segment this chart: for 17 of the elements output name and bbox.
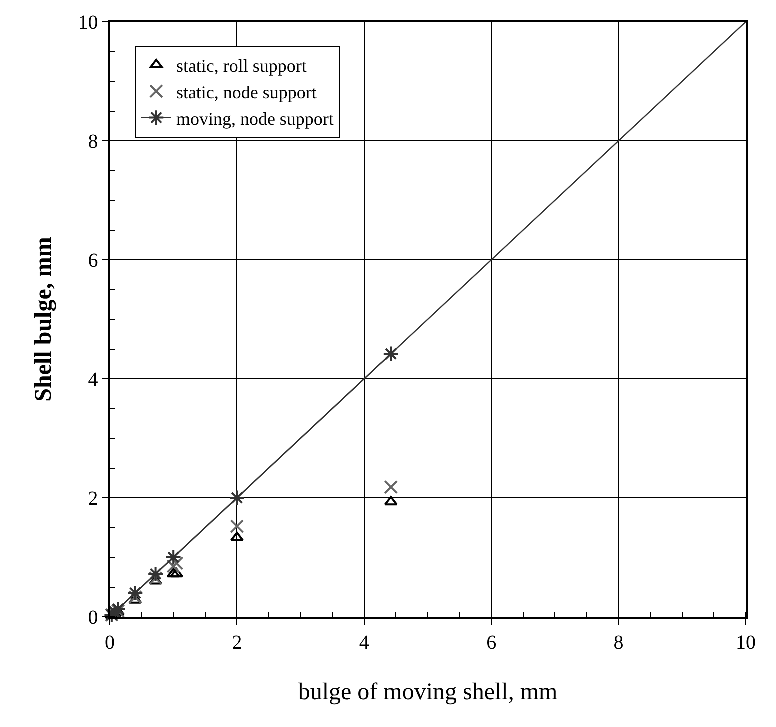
x-axis-title: bulge of moving shell, mm [298, 680, 558, 706]
y-tick-label: 4 [88, 369, 98, 391]
y-tick-label: 8 [88, 131, 98, 153]
legend-label: static, node support [176, 82, 317, 102]
legend-label: static, roll support [176, 56, 307, 76]
y-tick-label: 10 [78, 12, 98, 34]
y-tick-label: 0 [88, 607, 98, 629]
x-tick-label: 10 [736, 632, 756, 654]
x-tick-label: 0 [105, 632, 115, 654]
y-tick-label: 6 [88, 250, 98, 272]
x-tick-label: 8 [614, 632, 624, 654]
y-tick-label: 2 [88, 488, 98, 510]
x-tick-label: 4 [359, 632, 370, 654]
y-axis-title: Shell bulge, mm [30, 237, 57, 402]
legend-label: moving, node support [176, 108, 334, 129]
x-tick-label: 2 [232, 632, 242, 654]
x-tick-label: 6 [486, 632, 497, 654]
